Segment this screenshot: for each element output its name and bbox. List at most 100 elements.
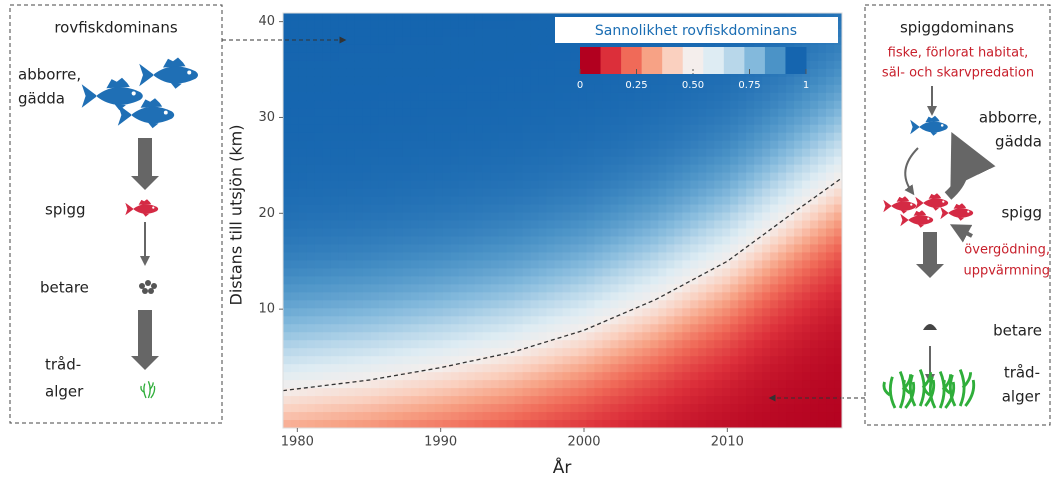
heat-shading [483, 268, 492, 277]
label: spigg [1001, 204, 1042, 222]
heat-shading [491, 316, 500, 325]
heat-shading [547, 404, 556, 413]
heat-shading [379, 61, 388, 70]
heat-shading [531, 117, 540, 126]
heat-shading [786, 252, 795, 261]
heat-shading [523, 324, 532, 333]
heat-shading [419, 165, 428, 174]
heat-shading [690, 125, 699, 134]
heat-shading [690, 181, 699, 190]
heat-shading [531, 404, 540, 413]
heat-shading [722, 316, 731, 325]
heat-shading [818, 292, 827, 301]
heat-shading [706, 300, 715, 309]
fish-icon [82, 78, 143, 111]
heat-shading [778, 316, 787, 325]
heat-shading [547, 236, 556, 245]
heat-shading [762, 388, 771, 397]
heat-shading [347, 149, 356, 158]
heat-shading [387, 165, 396, 174]
heat-shading [626, 292, 635, 301]
heat-shading [754, 93, 763, 102]
heat-shading [802, 117, 811, 126]
heat-shading [491, 213, 500, 222]
heat-shading [395, 420, 404, 429]
heat-shading [515, 213, 524, 222]
heat-shading [578, 213, 587, 222]
heat-shading [403, 53, 412, 62]
heat-shading [307, 93, 316, 102]
heat-shading [610, 292, 619, 301]
heat-shading [714, 372, 723, 381]
heat-shading [706, 85, 715, 94]
heat-shading [379, 45, 388, 54]
heat-shading [834, 236, 843, 245]
heat-shading [539, 21, 548, 30]
heat-shading [802, 324, 811, 333]
heat-shading [786, 228, 795, 237]
heat-shading [355, 85, 364, 94]
heat-shading [586, 125, 595, 134]
heat-shading [395, 260, 404, 269]
heat-shading [658, 213, 667, 222]
heat-shading [547, 141, 556, 150]
heat-shading [802, 213, 811, 222]
heat-shading [794, 420, 803, 429]
heat-shading [403, 308, 412, 317]
heat-shading [810, 292, 819, 301]
heat-shading [347, 29, 356, 38]
heat-shading [387, 228, 396, 237]
heat-shading [507, 396, 516, 405]
heat-shading [291, 356, 300, 365]
heat-shading [347, 133, 356, 142]
heat-shading [299, 356, 308, 365]
heat-shading [515, 77, 524, 86]
heat-shading [475, 149, 484, 158]
heat-shading [427, 236, 436, 245]
heat-shading [730, 141, 739, 150]
heat-shading [515, 61, 524, 70]
heat-shading [563, 45, 572, 54]
heat-shading [363, 101, 372, 110]
heat-shading [451, 412, 460, 421]
heat-shading [826, 85, 835, 94]
heat-shading [563, 221, 572, 230]
heat-shading [834, 141, 843, 150]
heat-shading [419, 93, 428, 102]
heat-shading [563, 228, 572, 237]
heat-shading [483, 276, 492, 285]
heat-shading [515, 37, 524, 46]
heat-shading [698, 181, 707, 190]
heat-shading [283, 149, 292, 158]
heat-shading [363, 356, 372, 365]
heat-shading [427, 157, 436, 166]
heat-shading [810, 141, 819, 150]
heat-shading [451, 324, 460, 333]
heat-shading [666, 117, 675, 126]
heat-shading [826, 356, 835, 365]
heat-shading [323, 396, 332, 405]
heat-shading [826, 276, 835, 285]
heat-shading [586, 276, 595, 285]
heat-shading [810, 244, 819, 253]
heat-shading [810, 189, 819, 198]
heat-shading [515, 101, 524, 110]
heat-shading [379, 117, 388, 126]
heat-shading [395, 412, 404, 421]
heat-shading [355, 300, 364, 309]
heat-shading [419, 340, 428, 349]
heat-shading [411, 260, 420, 269]
heat-shading [778, 197, 787, 206]
heat-shading [283, 125, 292, 134]
heat-shading [802, 165, 811, 174]
heat-shading [347, 324, 356, 333]
heat-shading [355, 244, 364, 253]
heat-shading [419, 117, 428, 126]
heat-shading [291, 53, 300, 62]
heat-shading [411, 53, 420, 62]
heat-shading [443, 292, 452, 301]
heat-shading [818, 396, 827, 405]
heat-shading [507, 181, 516, 190]
heat-shading [435, 61, 444, 70]
heat-shading [363, 404, 372, 413]
